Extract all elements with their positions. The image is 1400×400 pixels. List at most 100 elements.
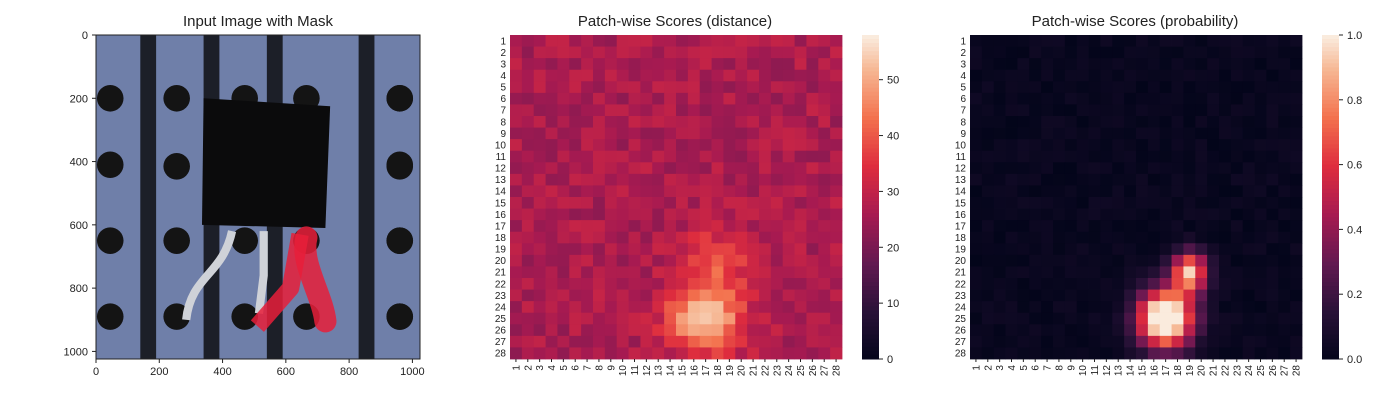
heatmap-cell xyxy=(1278,58,1291,71)
heatmap-cell xyxy=(1053,254,1066,267)
heatmap-cell xyxy=(770,231,784,244)
heatmap-cell xyxy=(593,173,606,186)
heatmap-cell xyxy=(993,254,1006,267)
heatmap-cell xyxy=(1053,116,1066,128)
heatmap-cell xyxy=(1041,139,1054,152)
heatmap-cell xyxy=(1005,127,1018,140)
heatmap-cell xyxy=(604,324,618,337)
heatmap-cell xyxy=(1290,197,1303,209)
heatmap-cell xyxy=(1029,173,1042,186)
colorbar-segment xyxy=(862,197,879,202)
x-tick-label: 17 xyxy=(701,365,712,377)
heatmap-cell xyxy=(1159,162,1172,175)
heatmap-cell xyxy=(1254,231,1267,244)
colorbar-segment xyxy=(1322,237,1339,243)
heatmap-cell xyxy=(770,185,784,198)
heatmap-cell xyxy=(628,220,641,233)
heatmap-cell xyxy=(628,162,641,175)
distance-title: Patch-wise Scores (distance) xyxy=(578,13,772,30)
heatmap-cell xyxy=(1029,185,1042,198)
heatmap-cell xyxy=(770,243,784,256)
heatmap-cell xyxy=(1219,220,1232,233)
heatmap-cell xyxy=(806,173,819,186)
heatmap-cell xyxy=(640,58,653,71)
heatmap-cell xyxy=(1266,231,1279,244)
heatmap-cell xyxy=(1207,208,1220,221)
heatmap-cell xyxy=(1136,301,1149,314)
heatmap-cell xyxy=(1207,104,1220,117)
heatmap-cell xyxy=(1017,92,1030,105)
heatmap-cell xyxy=(735,81,748,94)
heatmap-cell xyxy=(1230,139,1244,152)
heatmap-cell xyxy=(1290,69,1303,82)
heatmap-cell xyxy=(676,35,689,47)
heatmap-cell xyxy=(1183,197,1196,209)
heatmap-cell xyxy=(1029,220,1042,233)
y-tick-label: 15 xyxy=(955,198,967,209)
heatmap-cell xyxy=(1053,312,1066,325)
heatmap-cell xyxy=(545,116,558,128)
colorbar-segment xyxy=(862,103,879,109)
heatmap-cell xyxy=(628,301,641,314)
y-tick-label: 6 xyxy=(960,94,966,105)
x-tick-label: 12 xyxy=(642,365,653,377)
heatmap-cell xyxy=(1147,116,1161,128)
heatmap-cell xyxy=(1136,69,1149,82)
colorbar-segment xyxy=(1322,59,1339,64)
heatmap-cell xyxy=(1100,139,1113,152)
heatmap-cell xyxy=(1159,324,1172,337)
colorbar-segment xyxy=(862,43,879,48)
heatmap-cell xyxy=(1278,116,1291,128)
heatmap-cell xyxy=(830,254,843,267)
heatmap-cell xyxy=(818,266,831,279)
heatmap-cell xyxy=(510,301,523,314)
heatmap-cell xyxy=(1076,185,1089,198)
image-panel: Input Image with Mask 0 200 400 600 800 10000… xyxy=(64,13,425,378)
colorbar-segment xyxy=(1322,209,1339,214)
heatmap-cell xyxy=(1041,266,1054,279)
heatmap-cell xyxy=(616,335,629,348)
colorbar-segment xyxy=(1322,39,1339,44)
heatmap-cell xyxy=(1076,231,1089,244)
heatmap-cell xyxy=(1278,243,1291,256)
heatmap-cell xyxy=(830,312,843,325)
heatmap-cell xyxy=(640,243,653,256)
heatmap-cell xyxy=(747,173,760,186)
heatmap-cell xyxy=(711,81,724,94)
heatmap-cell xyxy=(759,197,772,209)
heatmap-cell xyxy=(533,139,546,152)
heatmap-cell xyxy=(794,92,807,105)
heatmap-cell xyxy=(1242,278,1255,290)
heatmap-cell xyxy=(593,185,606,198)
heatmap-cell xyxy=(652,35,665,47)
colorbar-segment xyxy=(1322,245,1339,251)
heatmap-cell xyxy=(593,104,606,117)
input-image xyxy=(96,35,420,359)
colorbar-segment xyxy=(862,290,879,295)
heatmap-cell xyxy=(652,254,665,267)
heatmap-cell xyxy=(616,324,629,337)
heatmap-cell xyxy=(1290,127,1303,140)
heatmap-cell xyxy=(1005,173,1018,186)
heatmap-cell xyxy=(770,150,784,163)
heatmap-cell xyxy=(1124,324,1137,337)
heatmap-cell xyxy=(652,278,665,290)
heatmap-cell xyxy=(830,81,843,94)
colorbar-tick-label: 40 xyxy=(887,131,899,143)
heatmap-cell xyxy=(664,35,677,47)
heatmap-cell xyxy=(1171,220,1184,233)
heatmap-cell xyxy=(1183,185,1196,198)
y-tick-label: 11 xyxy=(956,152,967,163)
heatmap-cell xyxy=(604,139,618,152)
heatmap-cell xyxy=(759,127,772,140)
colorbar-segment xyxy=(1322,51,1339,56)
heatmap-cell xyxy=(1290,266,1303,279)
heatmap-cell xyxy=(628,139,641,152)
heatmap-cell xyxy=(747,81,760,94)
heatmap-cell xyxy=(723,185,736,198)
heatmap-cell xyxy=(1076,197,1089,209)
heatmap-cell xyxy=(1005,312,1018,325)
heatmap-cell xyxy=(1171,139,1184,152)
colorbar-segment xyxy=(1322,205,1339,210)
heatmap-cell xyxy=(569,231,582,244)
